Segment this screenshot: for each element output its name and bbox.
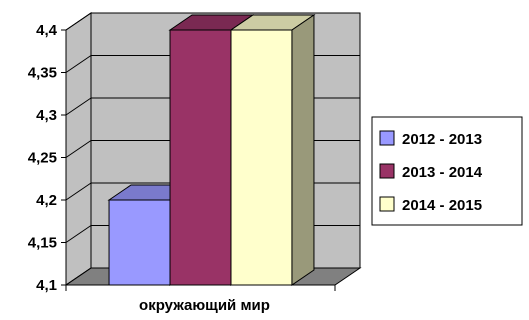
bar-2012 - 2013-front bbox=[108, 199, 171, 286]
y-tick-label: 4,3 bbox=[36, 107, 57, 124]
legend-swatch bbox=[379, 130, 395, 146]
legend-box bbox=[371, 116, 523, 226]
gridline-side bbox=[65, 182, 92, 201]
x-category-label: окружающий мир bbox=[139, 297, 270, 314]
legend-label: 2014 - 2015 bbox=[402, 197, 482, 214]
bar-2013 - 2014-front bbox=[169, 29, 232, 286]
gridline-side bbox=[65, 12, 92, 31]
gridline-side bbox=[65, 55, 92, 73]
legend-swatch bbox=[379, 163, 395, 179]
legend-label: 2013 - 2014 bbox=[402, 164, 483, 181]
y-tick-label: 4,1 bbox=[36, 277, 57, 294]
gridline-side bbox=[65, 140, 92, 158]
gridline-side bbox=[65, 225, 92, 243]
y-tick-label: 4,35 bbox=[28, 65, 57, 82]
gridline-side bbox=[65, 97, 92, 116]
y-tick-label: 4,2 bbox=[36, 192, 57, 209]
gridline-side bbox=[65, 267, 92, 286]
legend: 2012 - 2013 2013 - 2014 2014 - 2015 bbox=[371, 116, 523, 226]
bar-2014 - 2015-front bbox=[230, 29, 293, 286]
y-tick-label: 4,4 bbox=[36, 22, 58, 39]
y-tick-labels: 4,1 4,15 4,2 4,25 4,3 4,35 4,4 bbox=[28, 22, 58, 294]
bars bbox=[107, 14, 316, 286]
y-tick-label: 4,25 bbox=[28, 150, 57, 167]
legend-swatch bbox=[379, 196, 395, 212]
y-tick-label: 4,15 bbox=[28, 235, 57, 252]
bar-2014 - 2015-side bbox=[291, 14, 315, 286]
x-category-labels: окружающий мир bbox=[139, 297, 270, 314]
legend-label: 2012 - 2013 bbox=[402, 131, 482, 148]
